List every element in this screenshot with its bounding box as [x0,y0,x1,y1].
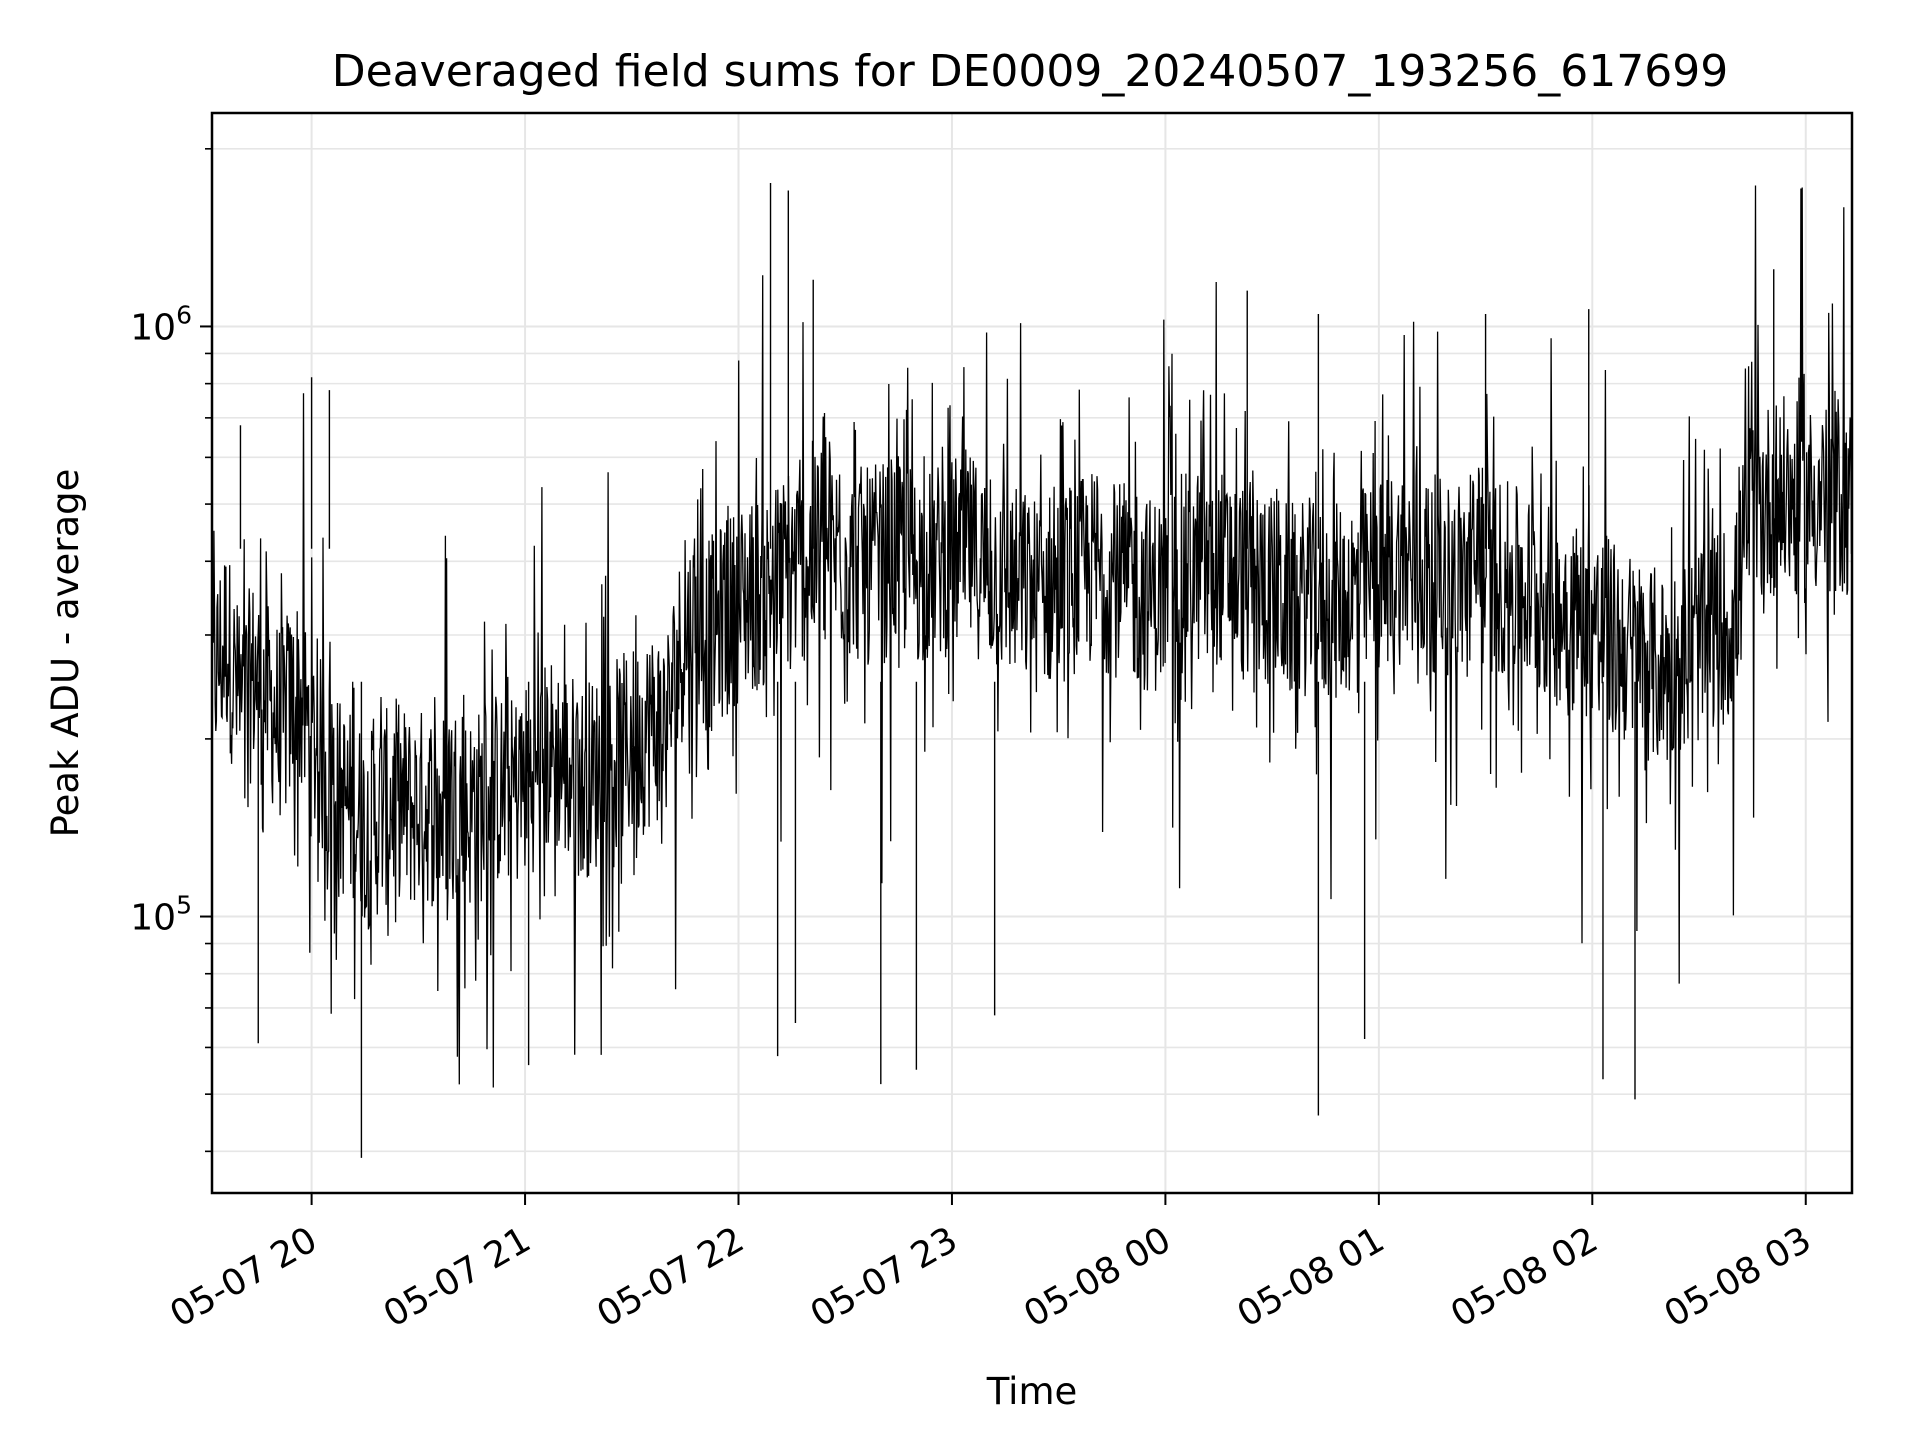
series-line-group [211,183,1853,1158]
x-axis-label: Time [986,1370,1078,1413]
y-tick-label: 105 [130,891,192,939]
y-axis-label: Peak ADU - average [44,469,87,838]
y-tick-label: 106 [130,300,192,348]
series-line [211,185,1853,1088]
chart-title: Deaveraged field sums for DE0009_2024050… [332,46,1729,97]
plot-frame [210,111,1854,1195]
grid [212,113,1852,1193]
